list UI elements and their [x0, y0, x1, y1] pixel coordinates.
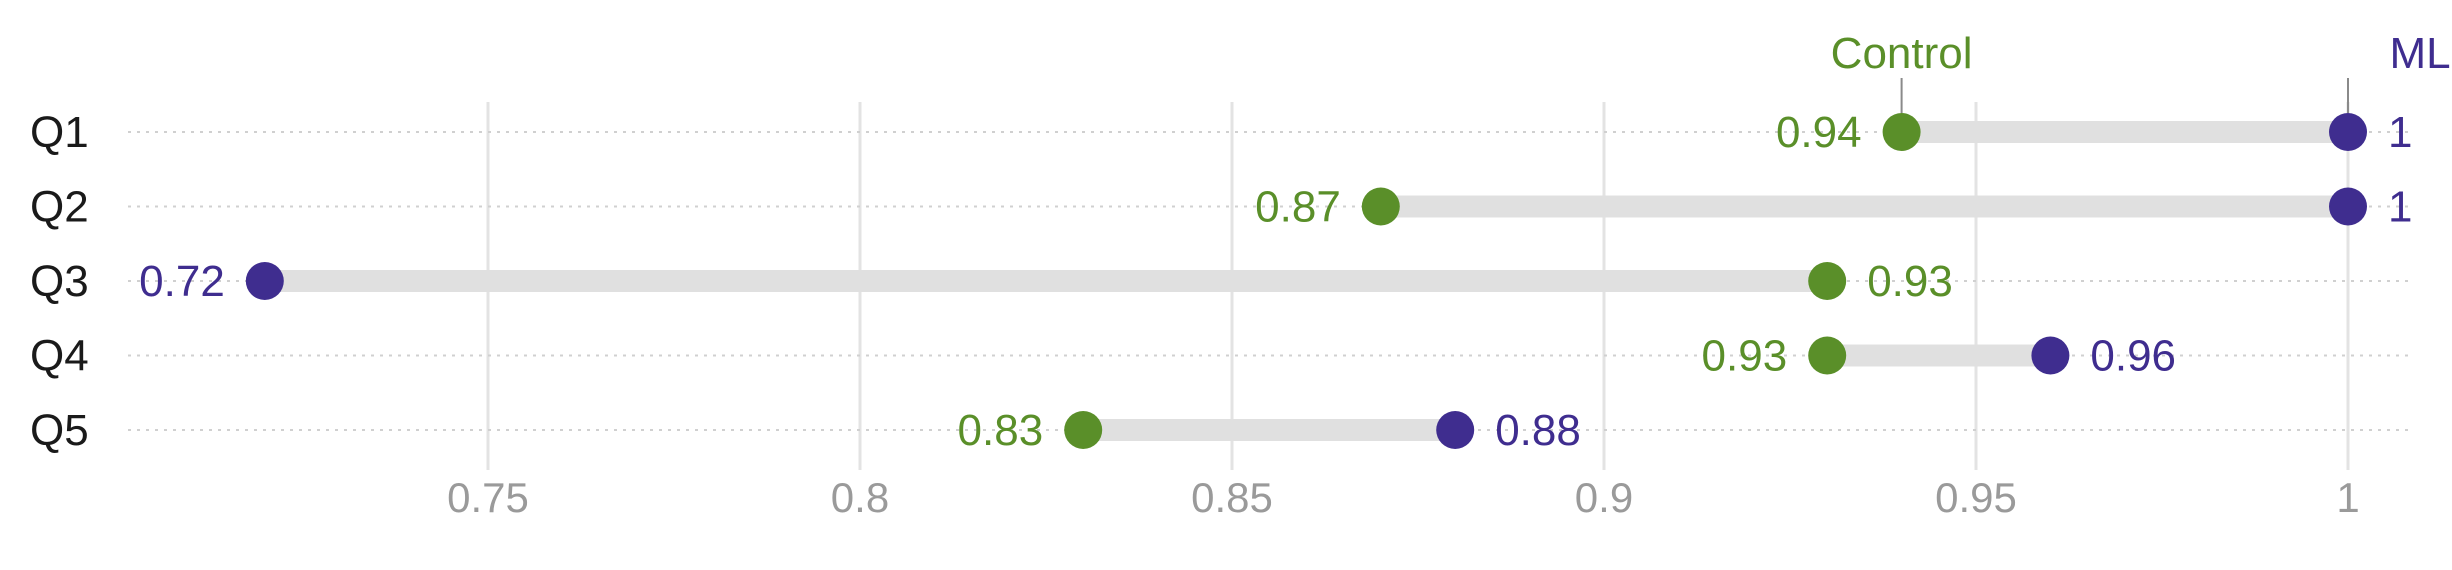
control-dot [1882, 113, 1921, 151]
connector-band [1901, 121, 2348, 143]
connector-band [1380, 195, 2348, 218]
x-tick-label: 1 [2336, 474, 2359, 521]
ml-dot [2031, 336, 2070, 375]
legend: Control ML [1831, 29, 2451, 113]
connector-band [1083, 419, 1456, 441]
rows-layer: Q1 0.94 1 Q2 0.87 1 Q3 0.93 0.72 Q4 0.93 0.96 Q5 0.83… [30, 108, 2412, 455]
x-tick-label: 0.75 [447, 474, 529, 521]
control-dot [1361, 187, 1400, 226]
category-label: Q5 [30, 406, 89, 455]
ml-dot [2329, 187, 2367, 226]
ml-value-label: 1 [2388, 108, 2412, 157]
ml-value-label: 0.96 [2090, 332, 2176, 381]
x-tick-label: 0.85 [1191, 474, 1273, 521]
category-label: Q4 [30, 332, 89, 381]
control-dot [1064, 411, 1103, 449]
ml-dot [245, 262, 284, 300]
x-tick-label: 0.8 [831, 474, 889, 521]
category-label: Q2 [30, 183, 89, 232]
category-label: Q1 [30, 108, 89, 157]
x-tick-label: 0.9 [1575, 474, 1633, 521]
ml-value-label: 0.88 [1495, 406, 1581, 455]
ml-value-label: 1 [2388, 183, 2412, 232]
x-axis: 0.75 0.8 0.85 0.9 0.95 1 [447, 474, 2360, 521]
control-dot [1808, 262, 1847, 300]
control-value-label: 0.83 [958, 406, 1044, 455]
x-tick-label: 0.95 [1935, 474, 2017, 521]
control-value-label: 0.93 [1702, 332, 1788, 381]
control-value-label: 0.93 [1867, 257, 1953, 306]
ml-dot [1436, 411, 1475, 449]
control-value-label: 0.94 [1776, 108, 1862, 157]
category-label: Q3 [30, 257, 89, 306]
ml-dot [2329, 113, 2367, 151]
control-value-label: 0.87 [1255, 183, 1341, 232]
control-dot [1808, 336, 1847, 375]
ml-value-label: 0.72 [139, 257, 225, 306]
legend-label-ml: ML [2389, 29, 2450, 78]
connector-band [1827, 344, 2051, 367]
legend-label-control: Control [1831, 29, 1973, 78]
connector-band [264, 270, 1828, 292]
